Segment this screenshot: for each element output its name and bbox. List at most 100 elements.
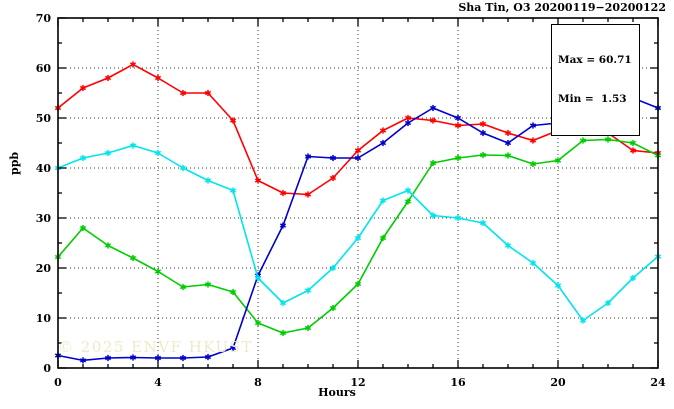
data-point-marker bbox=[629, 274, 637, 282]
data-point-marker bbox=[254, 319, 262, 327]
data-point-marker bbox=[229, 288, 237, 296]
data-point-marker bbox=[79, 224, 87, 232]
data-point-marker bbox=[404, 187, 412, 194]
data-point-marker bbox=[529, 122, 537, 129]
data-point-marker bbox=[429, 159, 437, 167]
data-point-marker bbox=[479, 151, 487, 159]
data-point-marker bbox=[79, 357, 87, 364]
data-point-marker bbox=[379, 127, 387, 134]
y-tick-label: 60 bbox=[36, 62, 52, 75]
grid-lines bbox=[58, 18, 658, 368]
data-point-marker bbox=[429, 212, 437, 219]
data-point-marker bbox=[329, 264, 337, 272]
data-point-marker bbox=[554, 282, 562, 289]
data-point-marker bbox=[304, 287, 312, 294]
data-point-marker bbox=[179, 164, 187, 172]
x-tick-label: 12 bbox=[350, 376, 365, 389]
data-point-marker bbox=[479, 129, 487, 137]
data-point-marker bbox=[129, 61, 137, 68]
data-point-marker bbox=[529, 160, 537, 168]
stat-max: Max = 60.71 bbox=[558, 54, 632, 66]
data-point-marker bbox=[304, 153, 312, 160]
tick-labels: 0 4 8 12 16 20 24 0 10 20 30 40 50 60 70 bbox=[36, 12, 666, 389]
y-tick-label: 30 bbox=[36, 212, 52, 225]
data-point-marker bbox=[204, 89, 212, 97]
data-point-marker bbox=[454, 214, 462, 222]
data-point-marker bbox=[454, 154, 462, 162]
data-point-marker bbox=[229, 344, 237, 352]
data-point-marker bbox=[329, 174, 337, 182]
data-point-marker bbox=[504, 152, 512, 159]
data-point-marker bbox=[554, 157, 562, 164]
data-point-marker bbox=[479, 120, 487, 128]
data-point-marker bbox=[304, 191, 312, 198]
data-point-marker bbox=[104, 242, 112, 249]
data-point-marker bbox=[479, 219, 487, 227]
data-point-marker bbox=[129, 354, 137, 361]
data-point-marker bbox=[104, 354, 112, 362]
data-point-marker bbox=[279, 189, 287, 197]
data-point-marker bbox=[379, 234, 387, 242]
data-point-marker bbox=[329, 154, 337, 162]
data-point-marker bbox=[354, 280, 362, 288]
data-point-marker bbox=[579, 317, 587, 324]
data-point-marker bbox=[354, 147, 362, 154]
data-point-marker bbox=[104, 74, 112, 82]
data-point-marker bbox=[354, 234, 362, 242]
data-point-marker bbox=[454, 114, 462, 122]
x-tick-label: 8 bbox=[254, 376, 262, 389]
data-point-marker bbox=[454, 122, 462, 129]
x-axis-label: Hours bbox=[318, 386, 356, 399]
data-point-marker bbox=[79, 154, 87, 162]
data-point-marker bbox=[629, 139, 637, 147]
y-tick-label: 70 bbox=[36, 12, 52, 25]
data-point-marker bbox=[504, 242, 512, 249]
data-point-marker bbox=[429, 104, 437, 112]
data-point-marker bbox=[329, 304, 337, 312]
data-point-marker bbox=[229, 187, 237, 194]
x-tick-label: 16 bbox=[450, 376, 466, 389]
y-tick-label: 40 bbox=[36, 162, 52, 175]
data-point-marker bbox=[204, 353, 212, 361]
y-tick-label: 0 bbox=[43, 362, 51, 375]
data-point-marker bbox=[204, 281, 212, 288]
data-point-marker bbox=[254, 177, 262, 184]
data-point-marker bbox=[179, 283, 187, 291]
y-tick-label: 10 bbox=[36, 312, 52, 325]
data-point-marker bbox=[304, 324, 312, 332]
y-tick-label: 20 bbox=[36, 262, 52, 275]
data-point-marker bbox=[204, 177, 212, 184]
stat-min: Min = 1.53 bbox=[558, 93, 627, 105]
data-point-marker bbox=[604, 136, 612, 143]
data-point-marker bbox=[504, 129, 512, 137]
y-axis-label: ppb bbox=[8, 151, 21, 175]
x-tick-label: 4 bbox=[154, 376, 162, 389]
data-point-marker bbox=[379, 197, 387, 204]
data-point-marker bbox=[129, 142, 137, 149]
data-point-marker bbox=[379, 139, 387, 147]
data-point-marker bbox=[279, 329, 287, 337]
data-point-marker bbox=[129, 254, 137, 262]
data-point-marker bbox=[354, 154, 362, 162]
y-tick-label: 50 bbox=[36, 112, 52, 125]
data-point-marker bbox=[229, 117, 237, 124]
data-point-marker bbox=[104, 149, 112, 157]
data-point-marker bbox=[154, 74, 162, 82]
x-tick-label: 20 bbox=[550, 376, 566, 389]
stats-annotation-box: Max = 60.71 Min = 1.53 bbox=[551, 24, 640, 136]
series-day2 bbox=[54, 136, 662, 337]
data-point-marker bbox=[179, 354, 187, 362]
data-point-marker bbox=[404, 198, 412, 205]
chart-title: Sha Tin, O3 20200119−20200122 bbox=[458, 1, 666, 14]
series-day4 bbox=[54, 142, 662, 324]
x-tick-label: 0 bbox=[54, 376, 62, 389]
data-point-marker bbox=[279, 299, 287, 307]
data-point-marker bbox=[154, 149, 162, 157]
data-point-marker bbox=[629, 147, 637, 154]
data-point-marker bbox=[279, 222, 287, 229]
data-point-marker bbox=[404, 119, 412, 127]
x-tick-label: 24 bbox=[650, 376, 666, 389]
data-point-marker bbox=[579, 137, 587, 144]
data-point-marker bbox=[254, 274, 262, 282]
data-point-marker bbox=[529, 137, 537, 144]
